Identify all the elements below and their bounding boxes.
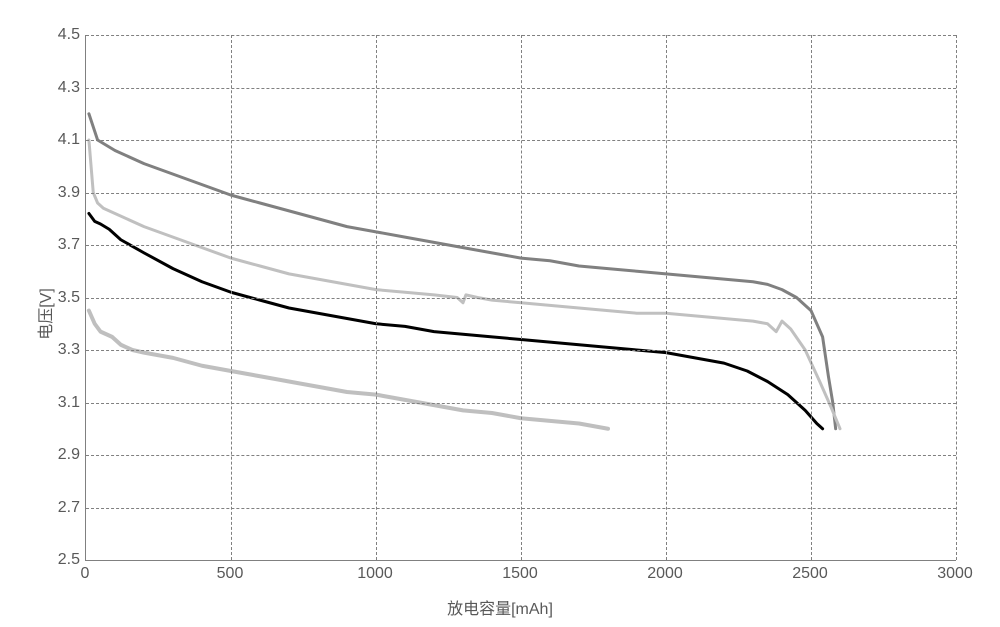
grid-line-vertical <box>666 35 667 560</box>
y-tick-label: 2.9 <box>30 446 80 464</box>
y-tick-label: 3.9 <box>30 184 80 202</box>
grid-line-vertical <box>231 35 232 560</box>
grid-line-vertical <box>376 35 377 560</box>
x-axis-label: 放电容量[mAh] <box>447 595 553 619</box>
plot-area <box>85 35 956 561</box>
x-tick-label: 3000 <box>925 565 985 583</box>
y-tick-label: 4.1 <box>30 131 80 149</box>
grid-line-vertical <box>811 35 812 560</box>
grid-line-vertical <box>521 35 522 560</box>
discharge-chart: 电压[V] 放电容量[mAh] 2.52.72.93.13.33.53.73.9… <box>0 0 1000 627</box>
x-tick-label: 2000 <box>635 565 695 583</box>
x-tick-label: 1500 <box>490 565 550 583</box>
x-tick-label: 0 <box>55 565 115 583</box>
curve-4-bottom <box>89 311 608 429</box>
y-tick-label: 4.5 <box>30 26 80 44</box>
x-tick-label: 1000 <box>345 565 405 583</box>
x-tick-label: 500 <box>200 565 260 583</box>
x-tick-label: 2500 <box>780 565 840 583</box>
y-tick-label: 3.5 <box>30 289 80 307</box>
y-tick-label: 3.1 <box>30 394 80 412</box>
y-tick-label: 3.3 <box>30 341 80 359</box>
y-tick-label: 3.7 <box>30 236 80 254</box>
y-tick-label: 4.3 <box>30 79 80 97</box>
y-tick-label: 2.7 <box>30 499 80 517</box>
grid-line-vertical <box>956 35 957 560</box>
curve-1-top <box>89 114 836 429</box>
